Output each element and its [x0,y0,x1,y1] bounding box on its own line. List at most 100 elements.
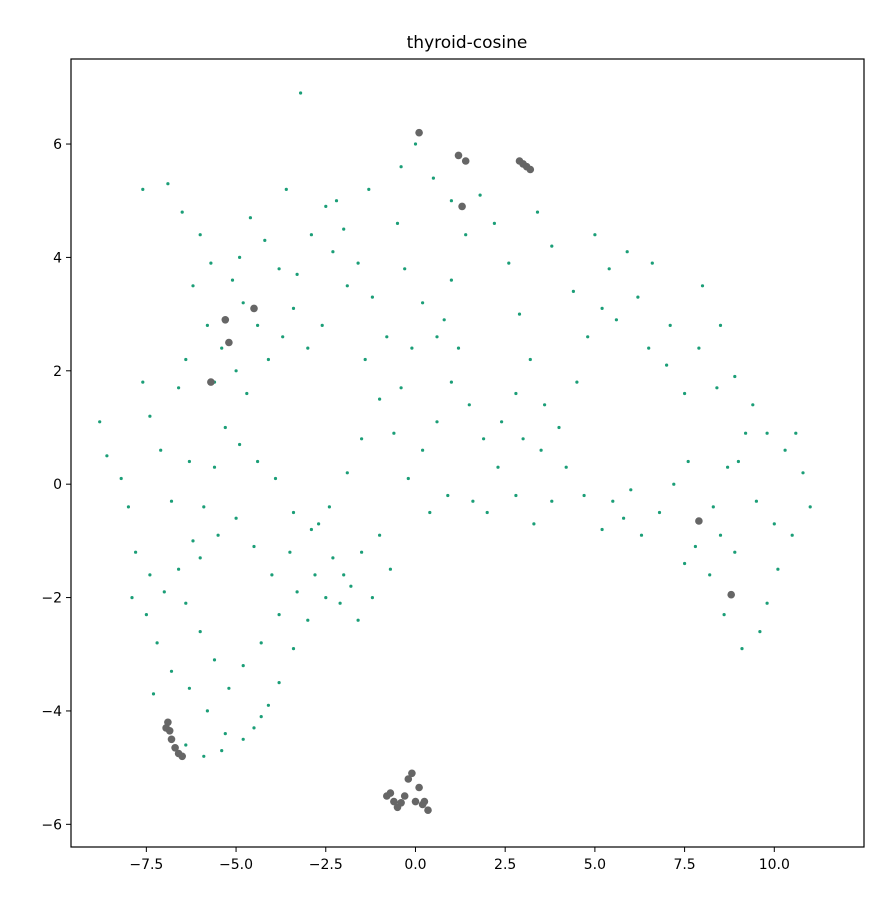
scatter-point [187,686,191,690]
scatter-point [187,459,191,464]
scatter-point [230,278,235,282]
scatter-point [582,493,586,498]
scatter-point [141,380,145,384]
scatter-point [607,267,611,271]
scatter-point [241,301,245,305]
scatter-point [284,187,288,191]
scatter-point [248,216,252,220]
scatter-point [171,744,179,752]
scatter-point [334,199,339,203]
scatter-point [625,250,629,254]
scatter-point [727,590,735,599]
scatter-point [424,806,432,814]
scatter-point [700,284,705,288]
scatter-point [564,465,568,469]
scatter-point [454,151,463,160]
scatter-point [331,250,335,254]
y-tick-label: −2 [41,591,62,607]
scatter-point [360,437,364,441]
scatter-point [492,221,496,225]
scatter-point [421,448,425,452]
scatter-point [388,567,392,571]
scatter-point [449,199,453,203]
scatter-point [722,613,726,617]
scatter-point [184,743,188,747]
scatter-point [794,431,798,435]
scatter-point [212,658,217,662]
scatter-point [281,335,285,339]
scatter-point [180,210,184,214]
scatter-point [420,797,429,806]
scatter-point [718,533,723,537]
scatter-point [162,724,170,732]
scatter-point [144,613,148,617]
scatter-point [169,499,174,503]
scatter-point [126,505,130,509]
scatter-point [392,431,396,435]
scatter-point [216,533,220,537]
scatter-point [220,346,224,350]
scatter-point [458,202,466,211]
scatter-point [270,573,274,577]
scatter-point [252,726,256,730]
scatter-point [252,544,256,549]
scatter-point [485,510,489,515]
scatter-point [221,316,230,324]
scatter-point [693,544,698,549]
scatter-point [575,380,579,384]
scatter-point [324,204,328,208]
scatter-point [733,374,737,379]
scatter-point [273,476,278,481]
scatter-point [400,792,409,800]
scatter-point [557,425,561,430]
y-tick-label: −4 [41,704,62,720]
scatter-point [543,403,547,407]
x-tick-label: 10.0 [759,857,790,873]
scatter-point [205,323,209,327]
x-tick-label: −2.5 [309,857,343,873]
scatter-point [291,647,296,651]
scatter-point [177,386,181,390]
scatter-point [403,267,407,271]
scatter-point [378,397,382,401]
scatter-point [119,476,123,481]
scatter-point [386,789,395,797]
scatter-point [277,267,281,271]
scatter-point [223,425,227,430]
scatter-point [435,335,439,339]
scatter-point [277,681,281,685]
scatter-point [668,323,672,327]
scatter-point [397,799,405,807]
scatter-point [259,641,263,645]
scatter-point [500,420,504,424]
scatter-point [650,261,654,265]
scatter-point [435,420,439,424]
scatter-point [532,522,536,526]
scatter-point [639,533,644,537]
scatter-point [162,590,166,594]
scatter-point [571,289,576,293]
scatter-point [295,590,299,594]
scatter-point [266,357,270,362]
scatter-point [313,573,317,577]
scatter-point [600,527,604,532]
scatter-point [464,233,468,237]
scatter-point [148,414,152,418]
scatter-point [521,437,525,441]
scatter-point [209,261,213,265]
scatter-point [404,775,413,783]
axes-layer: −7.5 −5.0 −2.5 0.0 2.5 5.0 7.5 10.0 −6 −4 −2 0 2 4 6 [41,137,790,873]
scatter-point [225,338,233,347]
scatter-point [234,369,238,373]
scatter-point [697,346,701,350]
scatter-point [295,272,299,276]
scatter-point [550,244,554,248]
scatter-point [299,91,303,95]
scatter-point [256,323,260,327]
scatter-point [378,533,382,537]
scatter-point [736,459,741,464]
scatter-point [614,318,619,322]
y-tick-label: −6 [41,817,62,833]
